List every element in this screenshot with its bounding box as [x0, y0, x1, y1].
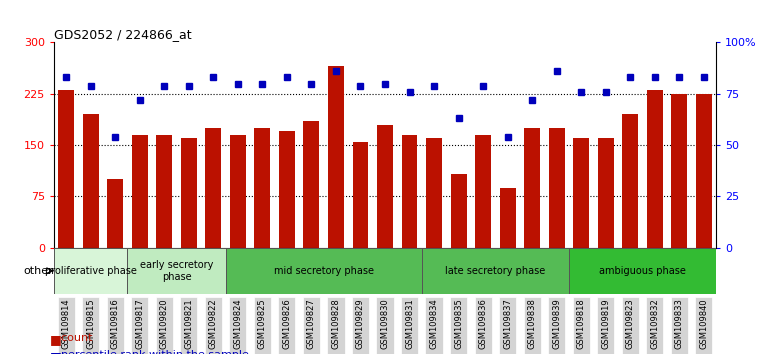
FancyBboxPatch shape	[573, 297, 590, 354]
FancyBboxPatch shape	[254, 297, 271, 354]
FancyBboxPatch shape	[524, 297, 541, 354]
Text: GSM109821: GSM109821	[184, 298, 193, 349]
Text: GDS2052 / 224866_at: GDS2052 / 224866_at	[54, 28, 192, 41]
Bar	[671, 94, 688, 248]
Bar	[132, 135, 148, 248]
FancyBboxPatch shape	[128, 248, 226, 294]
FancyBboxPatch shape	[327, 297, 344, 354]
FancyBboxPatch shape	[54, 248, 128, 294]
FancyBboxPatch shape	[646, 297, 664, 354]
Bar	[328, 67, 344, 248]
Bar	[647, 90, 663, 248]
FancyBboxPatch shape	[352, 297, 369, 354]
Text: GSM109834: GSM109834	[430, 298, 439, 349]
FancyBboxPatch shape	[621, 297, 639, 354]
FancyBboxPatch shape	[569, 248, 716, 294]
FancyBboxPatch shape	[82, 297, 99, 354]
Text: GSM109833: GSM109833	[675, 298, 684, 349]
Bar	[254, 128, 270, 248]
Text: ambiguous phase: ambiguous phase	[599, 266, 686, 276]
Bar	[402, 135, 417, 248]
Bar	[156, 135, 172, 248]
Text: GSM109838: GSM109838	[527, 298, 537, 349]
Text: GSM109824: GSM109824	[233, 298, 243, 349]
FancyBboxPatch shape	[499, 297, 516, 354]
Text: GSM109826: GSM109826	[283, 298, 291, 349]
Text: ■: ■	[50, 350, 62, 354]
FancyBboxPatch shape	[450, 297, 467, 354]
Bar	[598, 138, 614, 248]
FancyBboxPatch shape	[671, 297, 688, 354]
Text: proliferative phase: proliferative phase	[45, 266, 136, 276]
Bar	[426, 138, 442, 248]
FancyBboxPatch shape	[229, 297, 246, 354]
Bar	[377, 125, 393, 248]
Text: GSM109825: GSM109825	[258, 298, 267, 349]
Text: GSM109840: GSM109840	[699, 298, 708, 349]
Bar	[303, 121, 320, 248]
Text: GSM109815: GSM109815	[86, 298, 95, 349]
Text: GSM109837: GSM109837	[503, 298, 512, 349]
Text: GSM109832: GSM109832	[651, 298, 659, 349]
Text: GSM109830: GSM109830	[380, 298, 390, 349]
Bar	[524, 128, 540, 248]
Bar	[230, 135, 246, 248]
Bar	[59, 90, 74, 248]
FancyBboxPatch shape	[303, 297, 320, 354]
Text: count: count	[54, 333, 92, 343]
FancyBboxPatch shape	[180, 297, 197, 354]
FancyBboxPatch shape	[426, 297, 443, 354]
FancyBboxPatch shape	[377, 297, 393, 354]
Text: GSM109822: GSM109822	[209, 298, 218, 349]
Bar	[206, 128, 221, 248]
Text: GSM109817: GSM109817	[136, 298, 144, 349]
Text: GSM109814: GSM109814	[62, 298, 71, 349]
Bar	[573, 138, 589, 248]
FancyBboxPatch shape	[106, 297, 124, 354]
Bar	[450, 174, 467, 248]
FancyBboxPatch shape	[278, 297, 296, 354]
FancyBboxPatch shape	[598, 297, 614, 354]
FancyBboxPatch shape	[226, 248, 422, 294]
FancyBboxPatch shape	[131, 297, 149, 354]
Bar	[475, 135, 491, 248]
Bar	[622, 114, 638, 248]
Text: mid secretory phase: mid secretory phase	[273, 266, 373, 276]
Text: GSM109818: GSM109818	[577, 298, 586, 349]
Text: ■: ■	[50, 333, 62, 346]
Text: percentile rank within the sample: percentile rank within the sample	[54, 350, 249, 354]
Bar	[500, 188, 516, 248]
FancyBboxPatch shape	[58, 297, 75, 354]
Text: other: other	[23, 266, 52, 276]
FancyBboxPatch shape	[156, 297, 172, 354]
FancyBboxPatch shape	[422, 248, 569, 294]
Text: GSM109835: GSM109835	[454, 298, 463, 349]
Text: GSM109831: GSM109831	[405, 298, 414, 349]
Text: early secretory
phase: early secretory phase	[140, 260, 213, 282]
Text: GSM109829: GSM109829	[356, 298, 365, 349]
Bar	[696, 94, 711, 248]
Text: GSM109828: GSM109828	[331, 298, 340, 349]
Bar	[549, 128, 564, 248]
Bar	[82, 114, 99, 248]
Bar	[181, 138, 197, 248]
FancyBboxPatch shape	[548, 297, 565, 354]
Text: GSM109819: GSM109819	[601, 298, 611, 349]
Text: GSM109827: GSM109827	[307, 298, 316, 349]
Text: GSM109816: GSM109816	[111, 298, 119, 349]
FancyBboxPatch shape	[474, 297, 492, 354]
Text: GSM109820: GSM109820	[159, 298, 169, 349]
Bar	[353, 142, 369, 248]
Text: GSM109836: GSM109836	[479, 298, 487, 349]
Text: GSM109823: GSM109823	[626, 298, 634, 349]
Bar	[107, 179, 123, 248]
Text: GSM109839: GSM109839	[552, 298, 561, 349]
FancyBboxPatch shape	[401, 297, 418, 354]
FancyBboxPatch shape	[695, 297, 712, 354]
Text: late secretory phase: late secretory phase	[445, 266, 545, 276]
Bar	[279, 131, 295, 248]
FancyBboxPatch shape	[205, 297, 222, 354]
